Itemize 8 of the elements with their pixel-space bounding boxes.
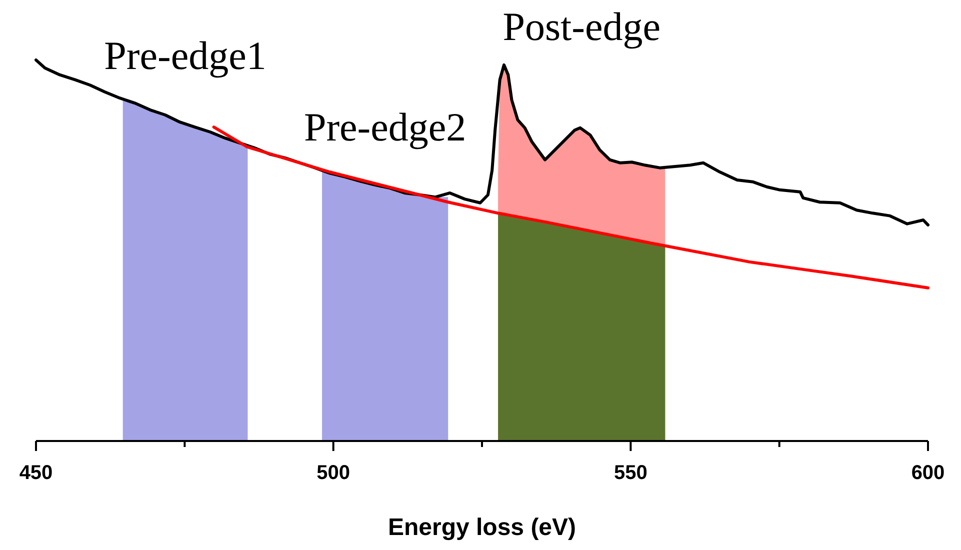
series-label: Post-edge [502, 4, 660, 49]
x-axis-title: Energy loss (eV) [388, 514, 576, 541]
x-tick-label: 450 [19, 462, 53, 484]
series-label: Pre-edge2 [304, 104, 466, 150]
series-label: Pre-edge1 [104, 33, 266, 78]
x-tick-label: 500 [316, 462, 350, 484]
x-tick-label: 600 [911, 462, 945, 484]
x-tick-label: 550 [614, 462, 648, 484]
